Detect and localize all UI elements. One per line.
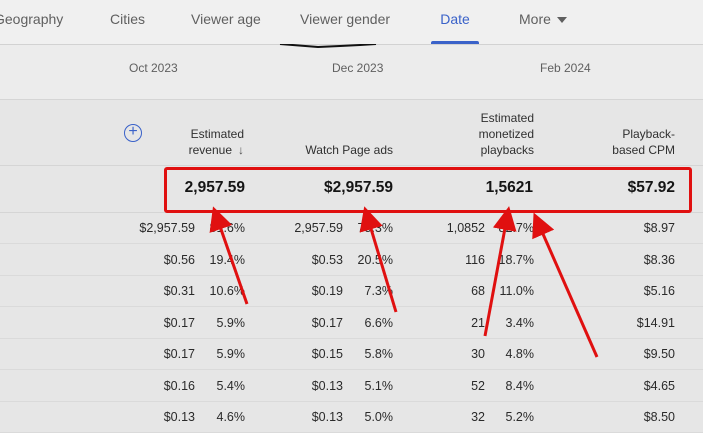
cell-watch-ads: 2,957.59	[294, 221, 343, 235]
cell-watch-ads: $0.17	[311, 315, 343, 330]
total-monetized-playbacks: 1,5621	[485, 179, 533, 196]
tab-geography[interactable]: Geography	[0, 0, 63, 44]
arrow-down-icon[interactable]: ↓	[238, 143, 244, 157]
cell-playbacks-pct: 8.4%	[505, 378, 535, 393]
tab-bar: Geography Cities Viewer age Viewer gende…	[0, 0, 703, 45]
highlight-box	[164, 167, 692, 213]
plus-icon: +	[128, 123, 138, 140]
header-line: Playback-	[622, 127, 675, 141]
header-line: based CPM	[612, 143, 675, 157]
cell-revenue-pct: 4.6%	[216, 410, 246, 424]
table-row[interactable]: $0.17 5.9% $0.15 5.8% 30 4.8% $9.50	[0, 338, 703, 370]
cell-revenue-pct: 5.9%	[216, 315, 246, 330]
header-watch-page-ads[interactable]: Watch Page ads	[280, 142, 393, 158]
table-row[interactable]: $2,957.59 81.6% 2,957.59 75.3% 1,0852 82…	[0, 212, 703, 244]
cell-watch-ads-pct: 5.8%	[364, 347, 394, 361]
cell-watch-ads: $0.19	[311, 284, 343, 298]
tab-label: Cities	[110, 11, 146, 27]
cell-cpm: $5.16	[643, 284, 675, 298]
cell-revenue-pct: 81.6%	[209, 221, 245, 235]
tab-label: Viewer gender	[300, 11, 391, 27]
total-watch-page-ads: $2,957.59	[324, 179, 393, 196]
header-line: Estimated	[190, 127, 244, 141]
cell-watch-ads: $0.15	[311, 347, 343, 361]
tab-more[interactable]: More	[519, 0, 567, 44]
cell-playbacks-pct: 82.7%	[498, 221, 534, 235]
cell-cpm: $8.50	[643, 410, 675, 424]
header-playback-cpm[interactable]: Playback- based CPM	[580, 126, 675, 158]
add-column-button[interactable]: +	[124, 124, 142, 142]
header-line: Watch Page ads	[305, 143, 393, 157]
table-header: + Estimated revenue ↓ Watch Page ads Esti…	[0, 100, 703, 166]
cell-revenue: $0.17	[163, 347, 195, 361]
header-estimated-revenue[interactable]: Estimated revenue ↓	[150, 126, 244, 158]
header-line: monetized	[478, 127, 534, 141]
table-row[interactable]: $0.17 5.9% $0.17 6.6% 21 3.4% $14.91	[0, 307, 703, 339]
cell-watch-ads-pct: 7.3%	[364, 284, 394, 298]
cell-playbacks: 1,0852	[446, 221, 485, 235]
totals-row: 2,957.59 $2,957.59 1,5621 $57.92	[0, 166, 703, 213]
table-row[interactable]: $0.13 4.6% $0.13 5.0% 32 5.2% $8.50	[0, 401, 703, 433]
total-estimated-revenue: 2,957.59	[184, 179, 245, 196]
tab-label: Date	[440, 11, 470, 27]
tab-viewer-age[interactable]: Viewer age	[191, 0, 261, 44]
cell-revenue: $2,957.59	[139, 221, 195, 235]
cell-revenue-pct: 5.9%	[216, 347, 246, 361]
cell-revenue: $0.13	[163, 410, 195, 424]
header-line: revenue	[188, 143, 232, 157]
cell-playbacks-pct: 11.0%	[499, 284, 534, 298]
cell-revenue-pct: 10.6%	[209, 284, 245, 298]
cell-revenue-pct: 5.4%	[216, 378, 246, 393]
tab-label: Geography	[0, 11, 64, 27]
cell-revenue-pct: 19.4%	[209, 252, 245, 267]
cell-revenue: $0.56	[163, 252, 195, 267]
cell-revenue: $0.17	[163, 315, 195, 330]
cell-playbacks-pct: 4.8%	[505, 347, 535, 361]
caret-down-icon	[556, 17, 567, 24]
cell-cpm: $8.97	[643, 221, 675, 235]
cell-playbacks-pct: 3.4%	[505, 315, 535, 330]
cell-playbacks: 30	[471, 347, 485, 361]
table-row[interactable]: $0.56 19.4% $0.53 20.5% 116 18.7% $8.36	[0, 244, 703, 276]
cell-cpm: $9.50	[643, 347, 675, 361]
table-row[interactable]: $0.16 5.4% $0.13 5.1% 52 8.4% $4.65	[0, 370, 703, 402]
cell-playbacks: 21	[471, 315, 485, 330]
timeline-axis: Oct 2023 Dec 2023 Feb 2024	[0, 45, 703, 100]
cell-watch-ads: $0.13	[311, 410, 343, 424]
cell-revenue: $0.16	[163, 378, 195, 393]
cell-playbacks: 32	[471, 410, 485, 424]
tab-date[interactable]: Date	[431, 0, 479, 44]
tab-label: Viewer age	[191, 11, 261, 27]
cell-watch-ads: $0.53	[311, 252, 343, 267]
cell-playbacks: 68	[471, 284, 485, 298]
timeline-date-label: Feb 2024	[540, 61, 591, 75]
cell-cpm: $4.65	[643, 378, 675, 393]
cell-cpm: $14.91	[636, 315, 675, 330]
cell-playbacks-pct: 18.7%	[498, 252, 534, 267]
total-playback-cpm: $57.92	[627, 179, 675, 196]
chart-line	[279, 44, 377, 49]
timeline-date-label: Oct 2023	[129, 61, 178, 75]
table-row[interactable]: $0.31 10.6% $0.19 7.3% 68 11.0% $5.16	[0, 275, 703, 307]
cell-playbacks: 52	[471, 378, 485, 393]
cell-cpm: $8.36	[643, 252, 675, 267]
tab-cities[interactable]: Cities	[110, 0, 145, 44]
header-line: Estimated	[480, 111, 534, 125]
cell-watch-ads-pct: 20.5%	[357, 252, 393, 267]
active-tab-indicator	[431, 41, 479, 44]
cell-watch-ads: $0.13	[311, 378, 343, 393]
cell-playbacks-pct: 5.2%	[505, 410, 535, 424]
header-line: playbacks	[480, 143, 534, 157]
cell-playbacks: 116	[465, 252, 485, 267]
timeline-date-label: Dec 2023	[332, 61, 384, 75]
tab-viewer-gender[interactable]: Viewer gender	[300, 0, 390, 44]
cell-watch-ads-pct: 5.1%	[364, 378, 394, 393]
cell-watch-ads-pct: 6.6%	[364, 315, 394, 330]
tab-label: More	[519, 11, 551, 27]
cell-watch-ads-pct: 5.0%	[364, 410, 394, 424]
header-monetized-playbacks[interactable]: Estimated monetized playbacks	[430, 110, 534, 158]
cell-watch-ads-pct: 75.3%	[357, 221, 393, 235]
cell-revenue: $0.31	[163, 284, 195, 298]
